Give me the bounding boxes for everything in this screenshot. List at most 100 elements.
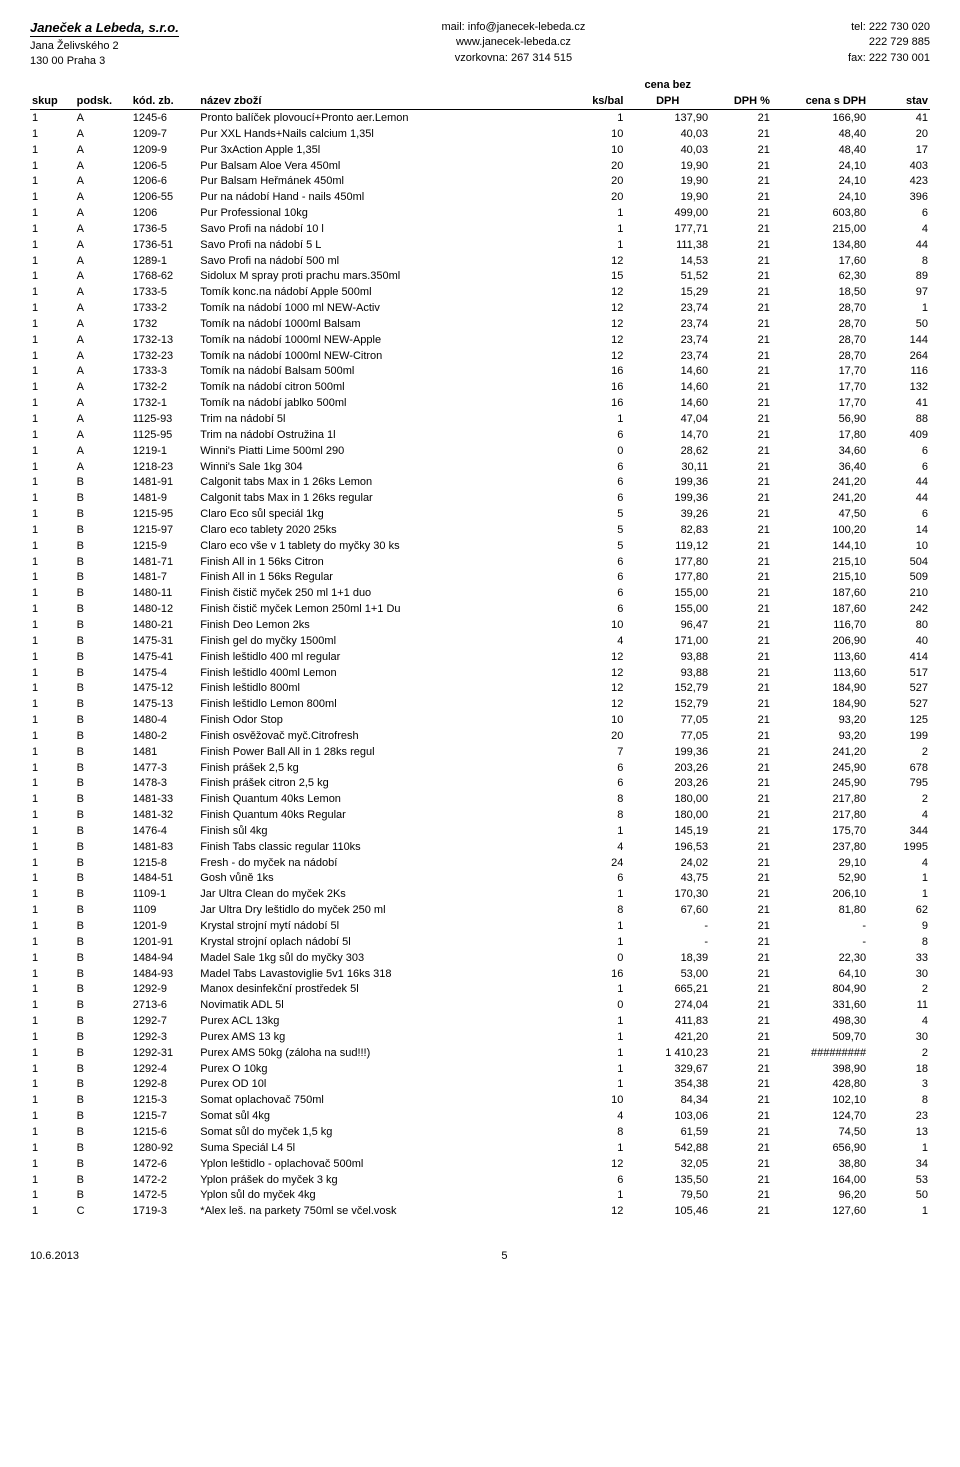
cell: 12 xyxy=(569,697,625,713)
cell: 1 xyxy=(30,697,75,713)
cell: Jar Ultra Dry leštidlo do myček 250 ml xyxy=(198,903,569,919)
cell: 21 xyxy=(710,491,772,507)
cell: 1 xyxy=(569,934,625,950)
company-tel: tel: 222 730 020 xyxy=(848,20,930,35)
table-row: 1B1292-9Manox desinfekční prostředek 5l1… xyxy=(30,982,930,998)
table-row: 1B1472-5Yplon sůl do myček 4kg179,502196… xyxy=(30,1188,930,1204)
cell: 1476-4 xyxy=(131,823,199,839)
cell: 1733-2 xyxy=(131,301,199,317)
cell: 1732-23 xyxy=(131,348,199,364)
cell: 1215-9 xyxy=(131,538,199,554)
cell: 17,80 xyxy=(772,427,868,443)
cell: Finish čistič myček Lemon 250ml 1+1 Du xyxy=(198,602,569,618)
cell: 1 xyxy=(30,887,75,903)
cell: Tomík na nádobí Balsam 500ml xyxy=(198,364,569,380)
cell: Purex AMS 13 kg xyxy=(198,1029,569,1045)
cell: Winni's Piatti Lime 500ml 290 xyxy=(198,443,569,459)
table-row: 1B1472-6Yplon leštidlo - oplachovač 500m… xyxy=(30,1156,930,1172)
cell: 199 xyxy=(868,728,930,744)
cell: 517 xyxy=(868,665,930,681)
cell: 4 xyxy=(868,1014,930,1030)
cell: 199,36 xyxy=(625,491,710,507)
cell: 1736-5 xyxy=(131,221,199,237)
cell: 21 xyxy=(710,808,772,824)
table-row: 1B1475-31Finish gel do myčky 1500ml4171,… xyxy=(30,633,930,649)
cell: 103,06 xyxy=(625,1109,710,1125)
cell: 245,90 xyxy=(772,776,868,792)
cell: 21 xyxy=(710,1077,772,1093)
page-footer: 10.6.2013 5 xyxy=(30,1250,930,1262)
cell: 6 xyxy=(569,491,625,507)
cell: 245,90 xyxy=(772,760,868,776)
cell: 21 xyxy=(710,839,772,855)
cell: 8 xyxy=(868,1093,930,1109)
cell: B xyxy=(75,1093,131,1109)
cell: B xyxy=(75,1029,131,1045)
cell: 11 xyxy=(868,998,930,1014)
table-row: 1A1732Tomík na nádobí 1000ml Balsam1223,… xyxy=(30,316,930,332)
cell: 1 xyxy=(868,1140,930,1156)
cell: 38,80 xyxy=(772,1156,868,1172)
cell: 21 xyxy=(710,126,772,142)
cell: 1 xyxy=(569,237,625,253)
table-row: 1B1481-91Calgonit tabs Max in 1 26ks Lem… xyxy=(30,475,930,491)
cell: 1732 xyxy=(131,316,199,332)
cell: 21 xyxy=(710,602,772,618)
company-fax: fax: 222 730 001 xyxy=(848,51,930,66)
cell: 329,67 xyxy=(625,1061,710,1077)
cell: 1 xyxy=(569,1014,625,1030)
cell: 21 xyxy=(710,744,772,760)
cell: 10 xyxy=(569,713,625,729)
cell: A xyxy=(75,237,131,253)
cell: 14,53 xyxy=(625,253,710,269)
cell: 241,20 xyxy=(772,744,868,760)
cell: 1 xyxy=(30,1109,75,1125)
table-row: 1B1292-7Purex ACL 13kg1411,8321498,304 xyxy=(30,1014,930,1030)
cell: 105,46 xyxy=(625,1204,710,1220)
cell: 16 xyxy=(569,380,625,396)
table-row: 1B1481-7Finish All in 1 56ks Regular6177… xyxy=(30,570,930,586)
cell: Tomík na nádobí citron 500ml xyxy=(198,380,569,396)
cell: B xyxy=(75,776,131,792)
cell: - xyxy=(772,934,868,950)
cell: Pur Balsam Heřmánek 450ml xyxy=(198,174,569,190)
cell: 52,90 xyxy=(772,871,868,887)
cell: B xyxy=(75,491,131,507)
cell: 23,74 xyxy=(625,316,710,332)
cell: 1481-91 xyxy=(131,475,199,491)
cell: A xyxy=(75,190,131,206)
col-ksbal: ks/bal xyxy=(569,94,625,110)
cell: Finish leštidlo 800ml xyxy=(198,681,569,697)
cell: 21 xyxy=(710,570,772,586)
cell: 20 xyxy=(569,158,625,174)
cell: Claro eco vše v 1 tablety do myčky 30 ks xyxy=(198,538,569,554)
table-row: 1B1480-4Finish Odor Stop1077,052193,2012… xyxy=(30,713,930,729)
header-left: Janeček a Lebeda, s.r.o. Jana Želivského… xyxy=(30,20,179,70)
cell: 509 xyxy=(868,570,930,586)
cell: 187,60 xyxy=(772,602,868,618)
cell: 1 xyxy=(569,221,625,237)
table-row: 1B1475-41Finish leštidlo 400 ml regular1… xyxy=(30,649,930,665)
cell: Finish leštidlo 400ml Lemon xyxy=(198,665,569,681)
cell: 1480-11 xyxy=(131,586,199,602)
cell: 5 xyxy=(569,507,625,523)
cell: 21 xyxy=(710,871,772,887)
cell: 48,40 xyxy=(772,142,868,158)
cell: 1 xyxy=(30,1172,75,1188)
cell: 28,70 xyxy=(772,348,868,364)
cell: 1 xyxy=(30,412,75,428)
cell: 21 xyxy=(710,1188,772,1204)
table-row: 1B1477-3Finish prášek 2,5 kg6203,2621245… xyxy=(30,760,930,776)
cell: 12 xyxy=(569,1204,625,1220)
cell: B xyxy=(75,649,131,665)
cell: 1480-12 xyxy=(131,602,199,618)
cell: 47,04 xyxy=(625,412,710,428)
cell: 20 xyxy=(569,728,625,744)
cell: A xyxy=(75,443,131,459)
table-row: 1B1472-2Yplon prášek do myček 3 kg6135,5… xyxy=(30,1172,930,1188)
table-row: 1B1215-8Fresh - do myček na nádobí2424,0… xyxy=(30,855,930,871)
table-row: 1A1768-62Sidolux M spray proti prachu ma… xyxy=(30,269,930,285)
cell: 12 xyxy=(569,316,625,332)
cell: 21 xyxy=(710,285,772,301)
cell: 1125-95 xyxy=(131,427,199,443)
